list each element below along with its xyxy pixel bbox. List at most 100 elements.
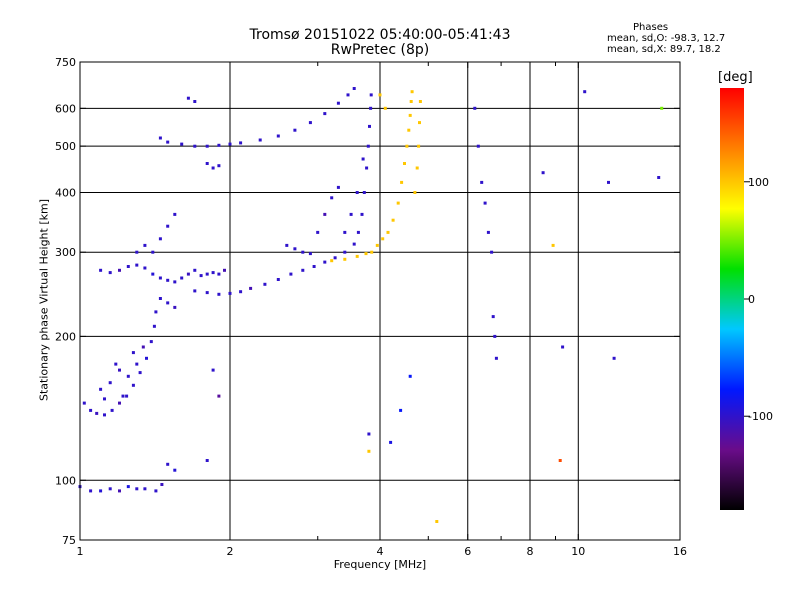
data-point — [199, 274, 203, 278]
data-point — [154, 489, 158, 493]
data-point — [551, 243, 555, 247]
data-point — [228, 291, 232, 295]
data-point — [276, 134, 280, 138]
data-point — [343, 230, 347, 234]
data-point — [583, 90, 587, 94]
phase-stats-o-mode: mean, sd,O: -98.3, 12.7 — [607, 33, 726, 44]
data-point — [131, 383, 135, 387]
data-point — [126, 265, 130, 268]
data-point — [413, 191, 417, 194]
data-point — [381, 237, 385, 241]
data-point — [405, 144, 409, 148]
data-point — [82, 401, 86, 405]
data-point — [193, 144, 197, 148]
phase-stats-heading: Phases — [633, 22, 669, 33]
data-point — [409, 100, 413, 103]
data-point — [158, 136, 162, 140]
data-point — [391, 218, 395, 222]
x-tick-label: 6 — [464, 545, 471, 558]
data-point — [131, 351, 135, 355]
data-point — [323, 112, 327, 116]
data-point — [249, 286, 253, 290]
x-tick-label: 4 — [377, 545, 384, 558]
data-point — [211, 271, 215, 275]
data-point — [355, 191, 359, 194]
data-point — [166, 462, 170, 466]
colorbar-label: [deg] — [718, 70, 753, 85]
data-point — [239, 141, 243, 145]
data-point — [293, 247, 297, 251]
data-point — [186, 96, 190, 100]
data-point — [89, 489, 93, 493]
data-point — [561, 345, 565, 349]
data-point — [173, 280, 177, 284]
data-point — [370, 250, 374, 254]
data-point — [135, 362, 139, 366]
data-point — [410, 90, 414, 94]
data-point — [360, 212, 364, 216]
data-point — [333, 256, 337, 260]
data-point — [158, 297, 162, 300]
data-point — [103, 397, 106, 401]
data-point — [355, 254, 359, 258]
data-point — [151, 272, 155, 276]
data-point — [95, 411, 99, 415]
data-point — [316, 230, 320, 234]
data-point — [99, 387, 103, 391]
y-axis-label: Stationary phase Virtual Height [km] — [37, 198, 51, 402]
data-point — [193, 100, 197, 103]
data-point — [217, 272, 221, 276]
data-point — [383, 106, 387, 110]
data-point — [89, 408, 93, 412]
data-point — [152, 324, 156, 328]
data-point — [289, 272, 293, 276]
data-point — [476, 144, 480, 148]
data-point — [486, 230, 490, 234]
chart-subtitle: RwPretec (8p) — [330, 42, 430, 58]
data-point — [399, 408, 403, 412]
data-point — [217, 143, 221, 147]
data-point — [308, 252, 312, 256]
data-point — [180, 276, 184, 280]
data-point — [312, 265, 316, 268]
grid-lines — [80, 62, 680, 540]
data-point — [125, 394, 129, 398]
colorbar-tick-label: -100 — [748, 410, 773, 423]
data-point — [151, 250, 155, 254]
data-point — [343, 250, 347, 254]
data-point — [141, 345, 145, 349]
data-point — [135, 263, 139, 267]
data-point — [239, 290, 243, 294]
data-point — [223, 268, 226, 272]
data-point — [180, 142, 184, 146]
data-point — [308, 121, 312, 125]
chart-title: Tromsø 20151022 05:40:00-05:41:43 — [249, 27, 511, 43]
data-point — [166, 224, 170, 228]
data-point — [158, 276, 162, 280]
data-point — [217, 164, 221, 168]
data-point — [330, 196, 334, 200]
data-point — [158, 237, 162, 241]
data-point — [103, 413, 106, 417]
data-point — [366, 144, 370, 148]
data-point — [330, 259, 334, 263]
y-tick-label: 100 — [55, 474, 76, 487]
data-point — [607, 180, 610, 184]
data-point — [154, 310, 158, 314]
data-point — [228, 142, 232, 146]
data-point — [135, 250, 139, 254]
data-point — [211, 368, 215, 372]
colorbar-gradient — [720, 88, 744, 510]
data-point — [378, 93, 382, 97]
data-point — [343, 257, 347, 261]
data-point — [558, 459, 562, 462]
data-point — [193, 268, 197, 272]
data-point — [301, 268, 305, 272]
data-point — [285, 243, 289, 247]
data-point — [166, 140, 170, 144]
data-point — [490, 250, 494, 254]
data-point — [435, 520, 439, 523]
data-point — [369, 106, 373, 110]
data-point — [217, 394, 221, 398]
data-point — [408, 374, 412, 378]
